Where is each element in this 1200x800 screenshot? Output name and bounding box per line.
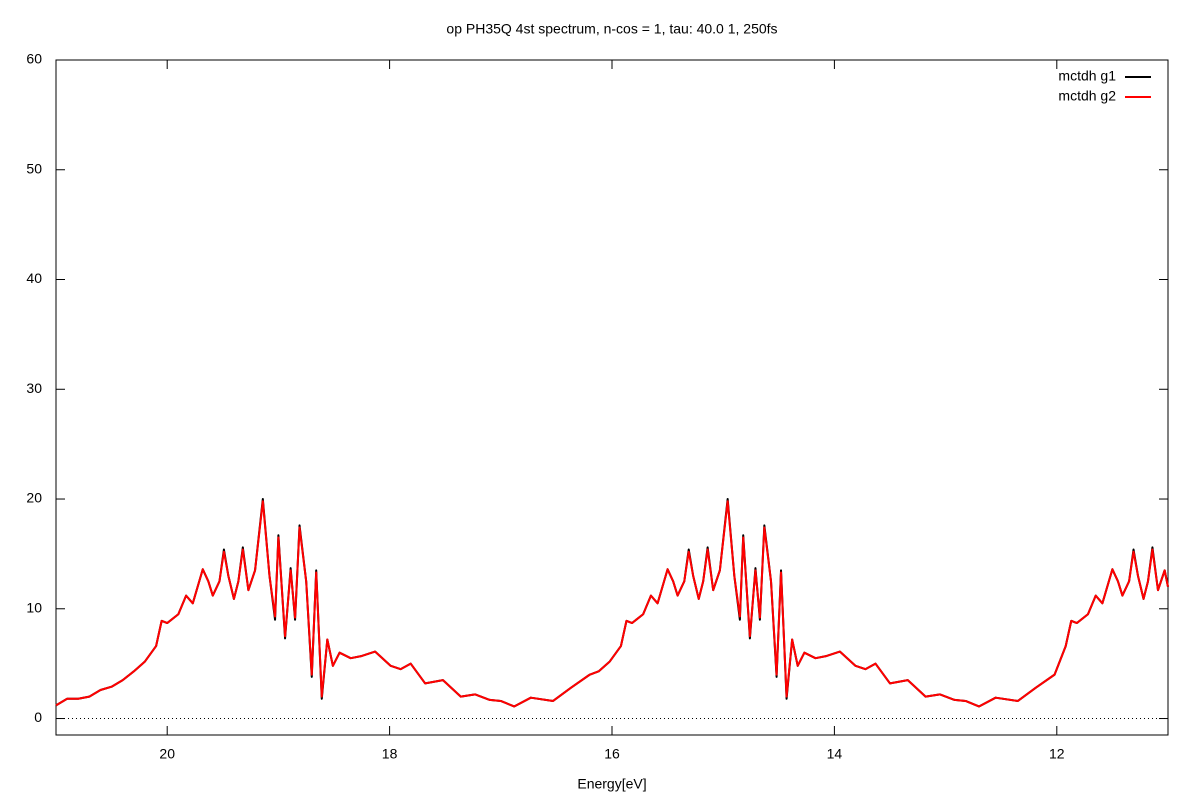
y-tick-label: 0 (34, 709, 42, 725)
x-tick-label: 12 (1049, 746, 1065, 762)
x-axis-label: Energy[eV] (577, 776, 646, 792)
legend-label: mctdh g1 (1058, 68, 1116, 84)
y-tick-label: 20 (26, 490, 42, 506)
x-tick-label: 16 (604, 746, 620, 762)
y-tick-label: 10 (26, 599, 42, 615)
series-line (55, 500, 1169, 708)
y-tick-label: 40 (26, 270, 42, 286)
x-tick-label: 20 (159, 746, 175, 762)
y-tick-label: 60 (26, 51, 42, 67)
chart-title: op PH35Q 4st spectrum, n-cos = 1, tau: 4… (446, 21, 777, 37)
y-tick-label: 30 (26, 380, 42, 396)
x-tick-label: 18 (382, 746, 398, 762)
legend-label: mctdh g2 (1058, 88, 1116, 104)
x-tick-label: 14 (827, 746, 843, 762)
y-tick-label: 50 (26, 160, 42, 176)
